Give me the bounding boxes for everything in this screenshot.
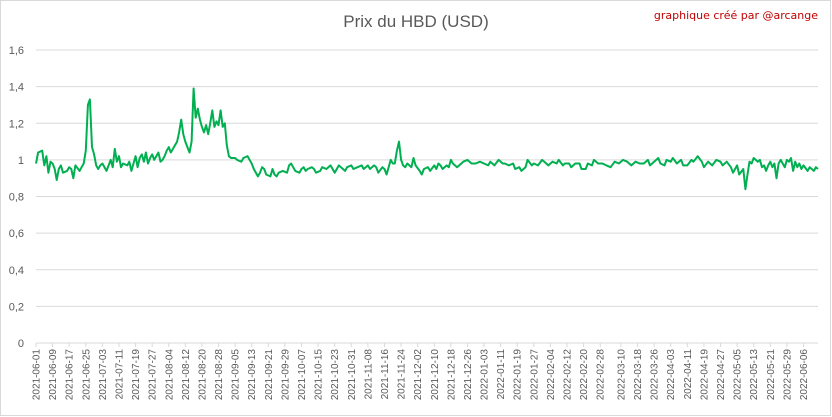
x-tick-label: 2021-08-28 [214,349,225,401]
y-tick-label: 1 [18,155,24,167]
x-tick-label: 2021-06-25 [81,349,92,401]
y-tick-label: 0,8 [9,192,24,204]
x-tick-label: 2022-03-10 [616,349,627,401]
y-tick-label: 1,6 [9,45,24,57]
x-tick-label: 2021-11-24 [397,349,408,400]
x-tick-label: 2021-09-29 [280,349,291,401]
y-tick-label: 0,2 [9,301,24,313]
x-tick-label: 2022-01-19 [513,349,524,401]
series-line [35,87,819,191]
y-tick-label: 0,6 [9,228,24,240]
x-tick-label: 2022-01-27 [529,349,540,401]
x-tick-label: 2022-04-11 [683,349,694,400]
x-tick-label: 2022-05-13 [749,349,760,401]
x-tick-label: 2022-01-03 [480,349,491,401]
x-tick-label: 2021-12-18 [446,349,457,401]
x-tick-label: 2021-06-17 [65,349,76,401]
x-tick-label: 2021-09-05 [231,349,242,401]
x-tick-label: 2021-10-31 [347,349,358,401]
x-axis-ticks: 2021-06-01 2021-06-09 2021-06-17 2021-06-25… [32,343,810,400]
x-tick-label: 2022-02-28 [596,349,607,401]
x-tick-label: 2022-02-04 [546,349,557,401]
y-axis-ticks: 0 0,2 0,4 0,6 0,8 1 1,2 1,4 1,6 [9,45,24,350]
x-tick-label: 2021-08-20 [197,349,208,401]
x-tick-label: 2021-06-01 [32,349,43,401]
x-tick-label: 2022-05-29 [782,349,793,401]
x-tick-label: 2021-10-07 [297,349,308,401]
x-tick-label: 2021-10-23 [330,349,341,401]
x-tick-label: 2021-10-15 [314,349,325,401]
x-tick-label: 2022-04-03 [666,349,677,401]
y-tick-label: 1,4 [9,82,24,94]
x-tick-label: 2022-04-19 [699,349,710,401]
x-tick-label: 2021-07-03 [98,349,109,401]
series-group [35,87,819,191]
x-tick-label: 2021-12-26 [463,349,474,401]
x-tick-label: 2022-06-06 [799,349,810,401]
x-tick-label: 2021-08-12 [181,349,192,401]
x-tick-label: 2022-02-20 [579,349,590,401]
x-tick-label: 2022-03-18 [633,349,644,401]
x-tick-label: 2022-05-05 [733,349,744,401]
x-tick-label: 2021-11-08 [363,349,374,400]
gridlines [36,49,818,344]
x-tick-label: 2021-12-02 [413,349,424,401]
x-tick-label: 2021-06-09 [48,349,59,401]
x-tick-label: 2022-04-27 [716,349,727,401]
y-tick-label: 1,2 [9,118,24,130]
x-tick-label: 2021-12-10 [430,349,441,401]
x-tick-label: 2022-01-11 [496,349,507,400]
x-tick-label: 2021-11-16 [380,349,391,400]
x-tick-label: 2022-03-26 [650,349,661,401]
x-tick-label: 2021-09-21 [264,349,275,401]
x-tick-label: 2021-09-13 [247,349,258,401]
x-tick-label: 2021-07-27 [148,349,159,401]
chart-title: Prix du HBD (USD) [343,12,489,31]
x-tick-label: 2021-07-19 [131,349,142,401]
x-tick-label: 2022-05-21 [766,349,777,401]
y-tick-label: 0,4 [9,265,24,277]
y-tick-label: 0 [18,338,24,350]
chart-credit: graphique créé par @arcange [653,9,818,22]
x-tick-label: 2021-07-11 [114,349,125,400]
x-tick-label: 2022-02-12 [563,349,574,401]
x-tick-label: 2021-08-04 [164,349,175,401]
